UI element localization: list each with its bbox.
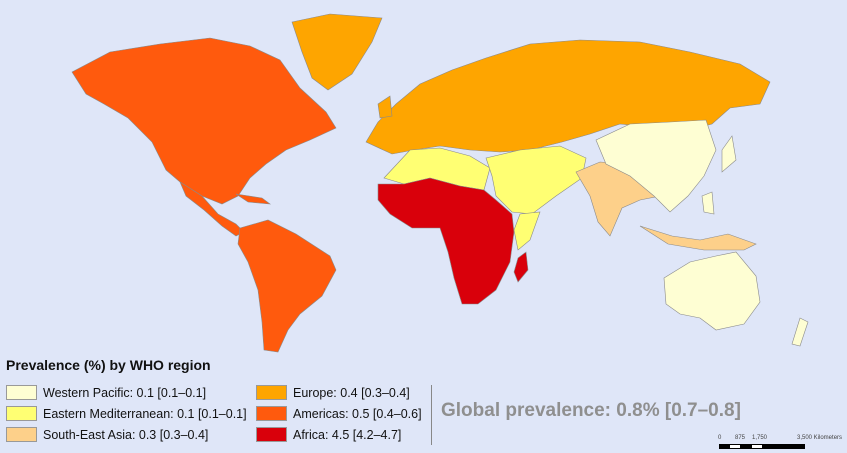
legend-item-eastern-mediterranean: Eastern Mediterranean: 0.1 [0.1–0.1] [6, 406, 247, 421]
global-prevalence: Global prevalence: 0.8% [0.7–0.8] [441, 400, 741, 421]
scale-tick: 3,500 Kilometers [797, 435, 843, 441]
legend-label: Europe: 0.4 [0.3–0.4] [293, 385, 410, 400]
legend-item-europe: Europe: 0.4 [0.3–0.4] [256, 385, 410, 400]
region-eastern-mediterranean [383, 145, 587, 251]
legend-item-africa: Africa: 4.5 [4.2–4.7] [256, 427, 401, 442]
region-africa [377, 177, 529, 305]
south-america [237, 219, 337, 353]
legend-item-western-pacific: Western Pacific: 0.1 [0.1–0.1] [6, 385, 206, 400]
greenland [291, 13, 383, 91]
legend-label: Eastern Mediterranean: 0.1 [0.1–0.1] [43, 406, 247, 421]
region-western-pacific [595, 119, 809, 347]
scale-tick: 875 [735, 435, 746, 441]
philippines [701, 191, 715, 215]
legend-divider [431, 385, 432, 445]
caribbean [235, 193, 272, 205]
legend-swatch [6, 427, 37, 442]
china-east-asia [595, 119, 717, 213]
middle-east [485, 145, 587, 215]
legend-label: Africa: 4.5 [4.2–4.7] [293, 427, 402, 442]
madagascar [513, 251, 529, 283]
horn-of-africa [513, 211, 541, 251]
legend-swatch [6, 385, 37, 400]
legend-label: Western Pacific: 0.1 [0.1–0.1] [43, 385, 207, 400]
australia [663, 251, 761, 331]
africa [377, 177, 515, 305]
legend-swatch [256, 427, 287, 442]
new-zealand [791, 317, 809, 347]
legend-swatch [256, 385, 287, 400]
legend-label: South-East Asia: 0.3 [0.3–0.4] [43, 427, 209, 442]
uk [377, 95, 393, 119]
legend-item-south-east-asia: South-East Asia: 0.3 [0.3–0.4] [6, 427, 208, 442]
legend-swatch [256, 406, 287, 421]
legend-swatch [6, 406, 37, 421]
north-america [71, 37, 337, 205]
legend-label: Americas: 0.5 [0.4–0.6] [293, 406, 422, 421]
indonesia [639, 225, 757, 251]
legend-title: Prevalence (%) by WHO region [6, 357, 211, 373]
scale-tick: 1,750 [752, 435, 768, 441]
legend-item-americas: Americas: 0.5 [0.4–0.6] [256, 406, 422, 421]
japan [721, 135, 737, 173]
scale-bar-graphic [719, 444, 805, 449]
scale-tick: 0 [718, 435, 722, 441]
region-americas [71, 13, 383, 353]
